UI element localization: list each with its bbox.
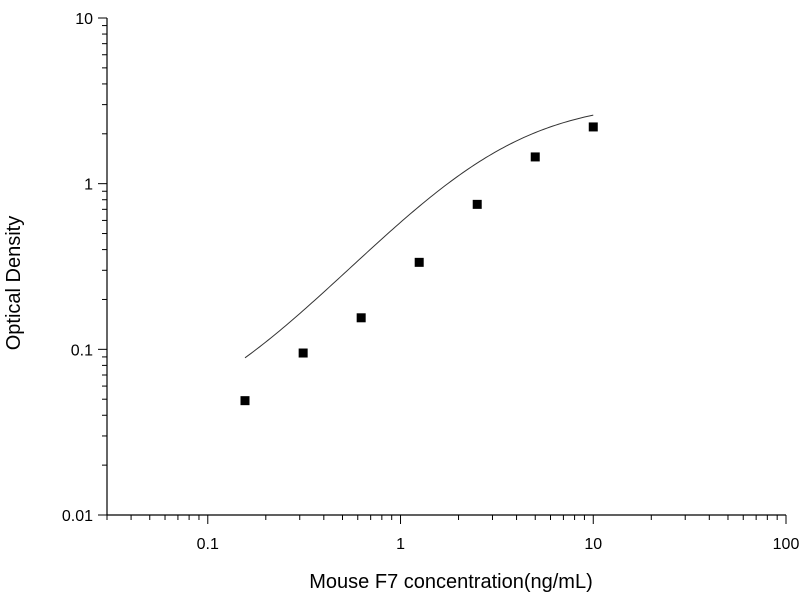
x-axis-title: Mouse F7 concentration(ng/mL) (309, 571, 592, 593)
data-point (588, 122, 598, 132)
y-tick-label: 1 (84, 177, 93, 194)
data-point (298, 348, 308, 358)
data-point (472, 199, 482, 209)
y-tick-label: 0.1 (71, 342, 93, 359)
data-points-layer (240, 122, 598, 406)
data-point (414, 257, 424, 267)
axes: 0.1 1 10 100 0.01 0.1 1 10 (62, 11, 800, 553)
data-point (356, 313, 366, 323)
axis-labels: Mouse F7 concentration(ng/mL) Optical De… (3, 216, 593, 593)
x-tick-label: 1 (396, 536, 405, 553)
x-tick-label: 100 (773, 536, 800, 553)
x-tick-label: 10 (584, 536, 602, 553)
y-axis-title: Optical Density (3, 216, 25, 351)
fit-curve-layer (244, 114, 594, 359)
y-tick-label: 0.01 (62, 508, 93, 525)
data-point (240, 396, 250, 406)
y-tick-label: 10 (75, 11, 93, 28)
data-point (530, 152, 540, 162)
fit-curve (244, 114, 594, 359)
x-tick-label: 0.1 (197, 536, 219, 553)
